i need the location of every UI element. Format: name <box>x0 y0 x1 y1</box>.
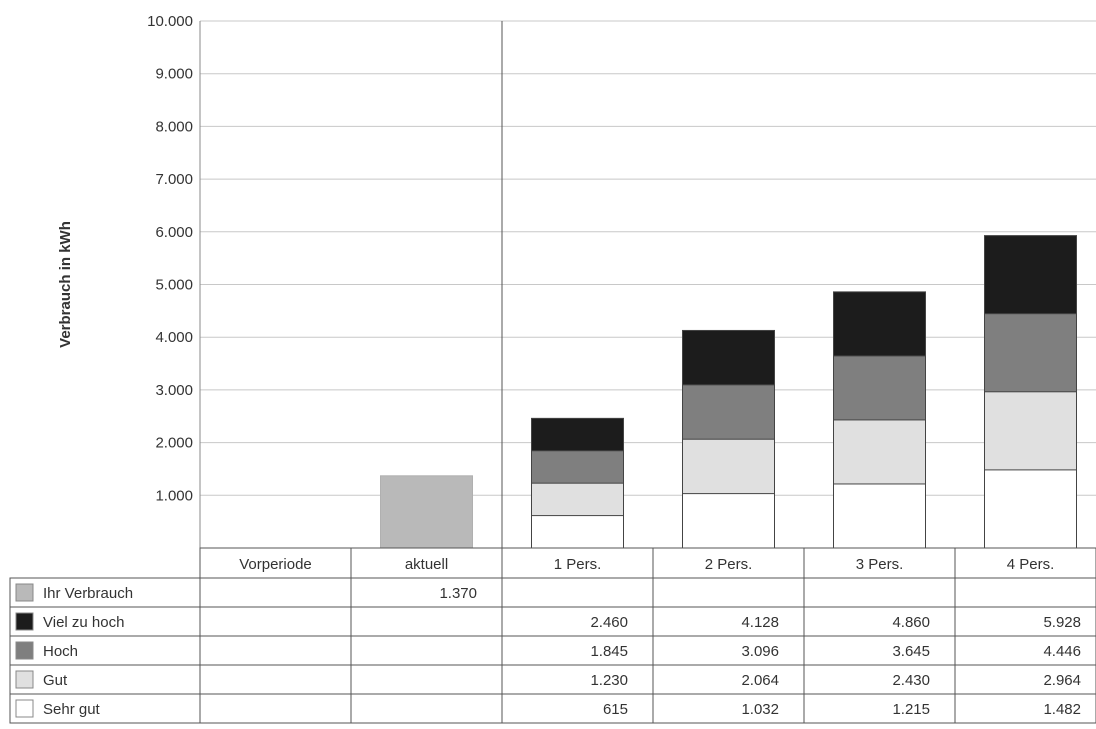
table-cell-value: 2.460 <box>590 614 628 631</box>
bar-sehr-gut <box>531 515 624 549</box>
table-cell-value: 1.230 <box>590 672 628 689</box>
table-cell-value: 3.645 <box>892 643 930 660</box>
table-cell-value: 4.860 <box>892 614 930 631</box>
table-cell-value: 2.430 <box>892 672 930 689</box>
legend-swatch <box>15 699 34 718</box>
category-label: Vorperiode <box>239 556 312 573</box>
table-cell-value: 615 <box>603 701 628 718</box>
legend-swatch <box>15 641 34 660</box>
bar-sehr-gut <box>984 469 1077 549</box>
category-label: aktuell <box>405 556 448 573</box>
y-tick-label: 1.000 <box>155 487 193 504</box>
legend-swatch <box>15 670 34 689</box>
legend-label: Ihr Verbrauch <box>43 585 133 602</box>
legend-cell <box>9 664 201 695</box>
table-row <box>199 577 1096 608</box>
legend-cell <box>9 693 201 724</box>
bar-sehr-gut <box>833 483 926 549</box>
legend-swatch <box>15 583 34 602</box>
bar-ihr-verbrauch <box>380 475 473 549</box>
legend-label: Hoch <box>43 643 78 660</box>
y-tick-label: 10.000 <box>147 13 193 30</box>
category-label: 2 Pers. <box>705 556 753 573</box>
legend-cell <box>9 635 201 666</box>
table-row <box>199 693 1096 724</box>
table-cell-value: 2.064 <box>741 672 779 689</box>
bar-sehr-gut <box>682 493 775 549</box>
y-tick-label: 5.000 <box>155 277 193 294</box>
table-cell-value: 4.128 <box>741 614 779 631</box>
legend-swatch <box>15 612 34 631</box>
legend-label: Gut <box>43 672 68 689</box>
table-cell-value: 3.096 <box>741 643 779 660</box>
table-row <box>199 635 1096 666</box>
category-label: 1 Pers. <box>554 556 602 573</box>
legend-label: Viel zu hoch <box>43 614 124 631</box>
table-row <box>199 664 1096 695</box>
table-cell-value: 4.446 <box>1043 643 1081 660</box>
table-cell-value: 1.215 <box>892 701 930 718</box>
category-label: 4 Pers. <box>1007 556 1055 573</box>
table-cell-value: 1.845 <box>590 643 628 660</box>
table-cell-value: 1.370 <box>439 585 477 602</box>
y-tick-label: 8.000 <box>155 118 193 135</box>
table-header-row <box>199 547 1096 579</box>
y-axis-title: Verbrauch in kWh <box>57 221 74 348</box>
table-cell-value: 5.928 <box>1043 614 1081 631</box>
y-tick-label: 7.000 <box>155 171 193 188</box>
table-row <box>199 606 1096 637</box>
y-tick-label: 4.000 <box>155 329 193 346</box>
table-cell-value: 2.964 <box>1043 672 1081 689</box>
legend-label: Sehr gut <box>43 701 101 718</box>
table-cell-value: 1.482 <box>1043 701 1081 718</box>
y-tick-label: 2.000 <box>155 435 193 452</box>
y-tick-label: 3.000 <box>155 382 193 399</box>
category-label: 3 Pers. <box>856 556 904 573</box>
y-tick-label: 6.000 <box>155 224 193 241</box>
y-tick-label: 9.000 <box>155 66 193 83</box>
table-cell-value: 1.032 <box>741 701 779 718</box>
